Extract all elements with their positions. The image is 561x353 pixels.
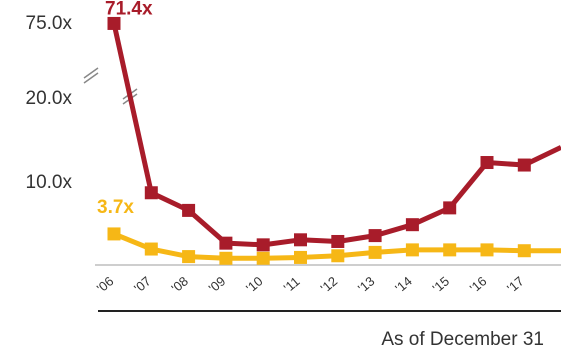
x-tick-label: '08 [168,273,191,295]
data-point-marker [331,249,345,263]
y-tick-label: 75.0x [26,13,73,34]
data-point-marker [219,236,233,250]
data-point-marker [368,229,382,243]
x-tick-label: '12 [318,273,341,295]
data-callouts: 71.4x 3.7x [97,0,153,218]
data-point-marker [443,201,457,215]
data-point-marker [331,234,345,248]
data-label: 3.7x [97,197,134,218]
data-point-marker [294,233,307,247]
data-point-marker [517,158,531,172]
x-axis-ticks: '06 '07 '08 '09 '10 '11 '12 '13 '14 '15 '16 '17 [94,273,527,295]
data-point-marker [144,186,158,200]
x-tick-label: '09 [206,273,229,295]
x-tick-label: '10 [243,273,266,295]
data-point-marker [405,243,419,257]
x-tick-label: '11 [281,274,303,296]
axis-break-line [83,67,99,79]
data-point-marker [107,16,121,30]
data-point-marker [443,243,457,257]
x-tick-label: '17 [504,273,527,295]
x-axis-title: As of December 31 [381,329,544,350]
data-point-marker [480,156,494,170]
axis-break-line [83,72,99,84]
data-point-marker [294,250,307,264]
data-point-marker [256,251,270,265]
x-tick-label: '14 [392,273,415,295]
x-tick-label: '13 [355,273,378,295]
data-point-marker [256,238,270,252]
data-point-marker [182,250,196,264]
y-tick-label: 10.0x [26,172,73,193]
data-point-marker [182,203,196,217]
series-line [111,22,561,248]
data-point-marker [480,243,494,257]
data-point-marker [517,244,531,258]
data-point-marker [405,218,419,232]
series-layer [107,16,561,265]
data-label: 71.4x [105,0,153,19]
data-point-marker [368,245,382,259]
x-tick-label: '07 [131,273,154,295]
x-tick-label: '06 [94,273,117,295]
y-axis-ticks: 75.0x 20.0x 10.0x [26,13,73,193]
data-point-marker [144,242,158,256]
y-tick-label: 20.0x [26,88,73,109]
x-tick-label: '16 [467,273,490,295]
data-point-marker [219,251,233,265]
data-point-marker [107,227,121,241]
x-tick-label: '15 [429,273,452,295]
